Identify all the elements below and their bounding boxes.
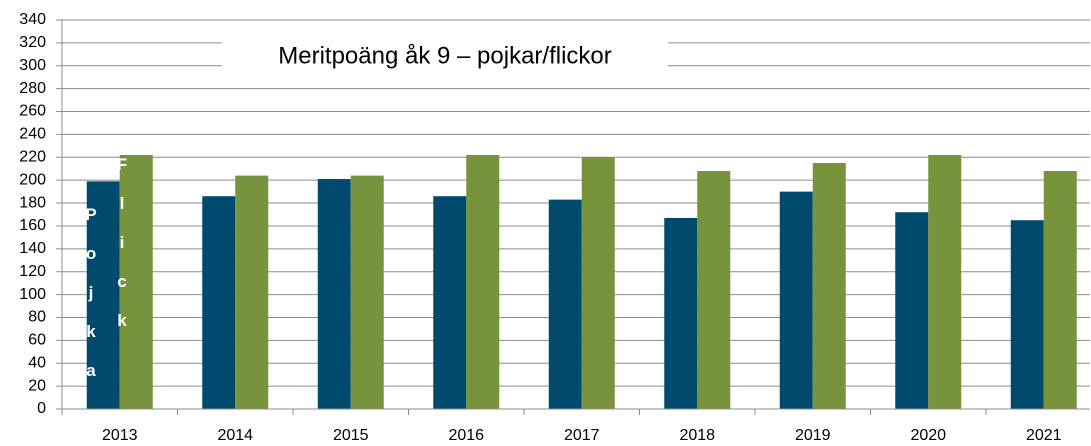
- y-tick-label: 40: [28, 354, 46, 371]
- bar: [697, 171, 731, 409]
- y-tick-label: 180: [19, 194, 46, 211]
- chart-title: Meritpoäng åk 9 – pojkar/flickor: [278, 42, 612, 69]
- y-tick-label: 100: [19, 286, 46, 303]
- bar: [119, 155, 153, 409]
- x-tick-label: 2014: [217, 427, 253, 444]
- bar: [86, 181, 120, 409]
- x-tick-label: 2021: [1026, 427, 1062, 444]
- y-tick-label: 80: [28, 309, 46, 326]
- y-tick-label: 0: [37, 400, 46, 417]
- y-tick-label: 160: [19, 217, 46, 234]
- legend-label: Pojka: [82, 205, 101, 400]
- bar: [664, 217, 698, 409]
- x-tick-label: 2015: [333, 427, 369, 444]
- x-tick-label: 2017: [564, 427, 600, 444]
- bar: [1010, 220, 1044, 409]
- x-tick-label: 2018: [679, 427, 715, 444]
- y-tick-label: 340: [19, 11, 46, 28]
- y-tick-label: 280: [19, 80, 46, 97]
- y-tick-label: 220: [19, 149, 46, 166]
- y-tick-label: 20: [28, 377, 46, 394]
- title-background: [222, 38, 668, 74]
- legend-label: Flick: [113, 155, 132, 350]
- y-tick-label: 300: [19, 57, 46, 74]
- bar: [548, 199, 582, 409]
- y-tick-label: 200: [19, 171, 46, 188]
- y-tick-label: 260: [19, 103, 46, 120]
- bar: [235, 175, 269, 409]
- bar: [1043, 171, 1077, 409]
- bar: [202, 196, 236, 409]
- bar: [581, 157, 615, 409]
- bar: [466, 155, 500, 409]
- y-tick-label: 120: [19, 263, 46, 280]
- x-tick-label: 2019: [795, 427, 831, 444]
- bar: [779, 191, 813, 409]
- bar: [928, 155, 962, 409]
- y-tick-label: 60: [28, 332, 46, 349]
- y-tick-label: 240: [19, 126, 46, 143]
- bar: [317, 179, 351, 409]
- x-tick-label: 2016: [448, 427, 484, 444]
- x-tick-label: 2013: [102, 427, 138, 444]
- y-tick-label: 140: [19, 240, 46, 257]
- bar: [812, 163, 846, 409]
- bar: [895, 212, 929, 409]
- bar: [433, 196, 467, 409]
- y-tick-label: 320: [19, 34, 46, 51]
- bar: [350, 175, 384, 409]
- x-tick-label: 2020: [910, 427, 946, 444]
